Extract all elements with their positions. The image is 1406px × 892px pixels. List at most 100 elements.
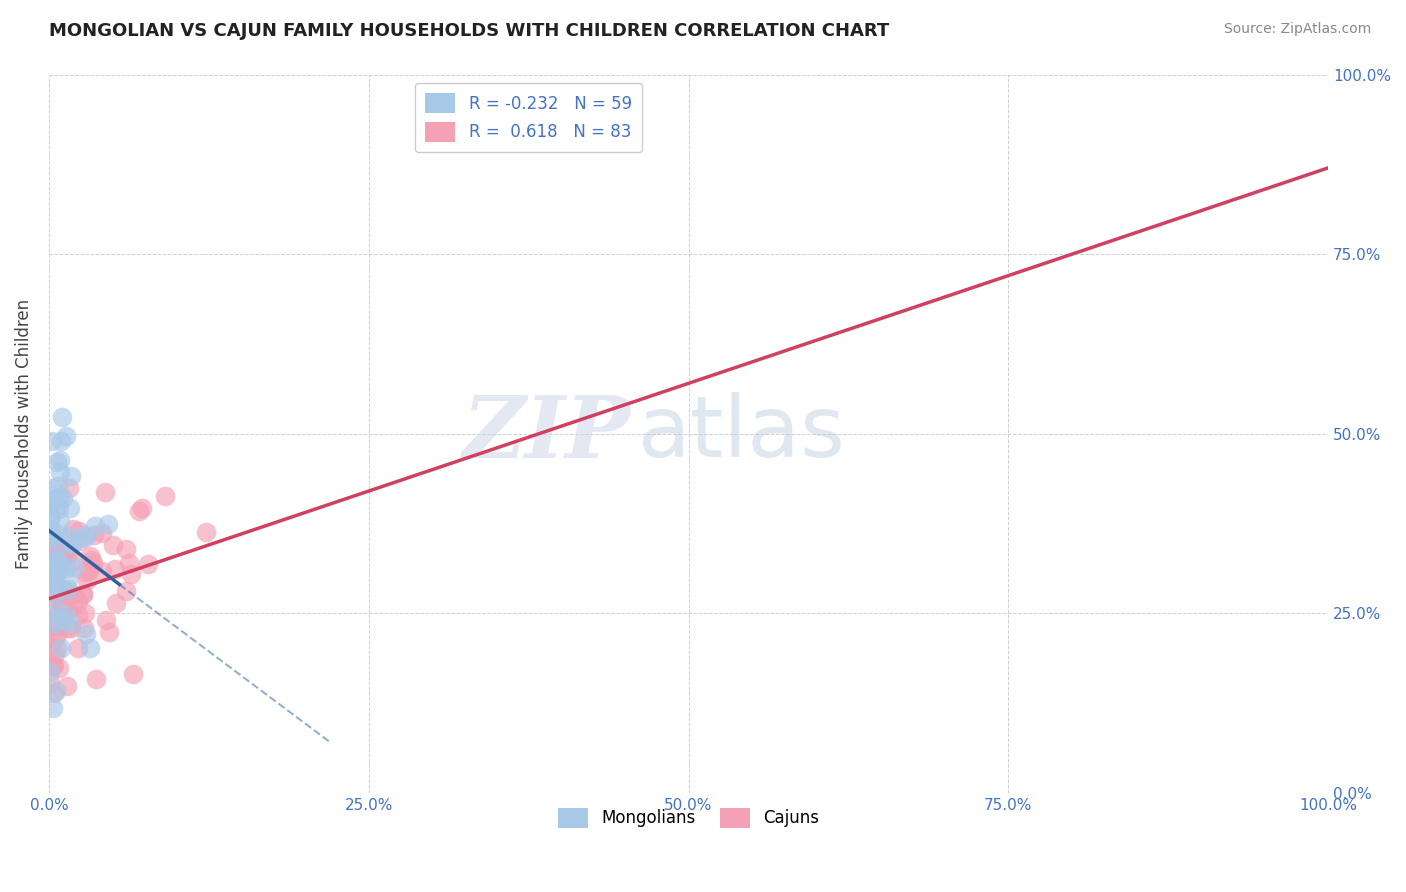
Point [84,672,107,686]
Point [52,553,75,567]
Point [41,550,63,565]
Point [63,588,86,602]
Point [51,409,73,424]
Point [59,615,82,630]
Point [48,554,70,568]
Point [55,607,77,622]
Point [39,676,62,690]
Point [60,622,83,636]
Text: ZIP: ZIP [463,392,631,475]
Point [44,631,66,645]
Point [39,576,62,591]
Point [39,551,62,566]
Point [55,429,77,443]
Text: MONGOLIAN VS CAJUN FAMILY HOUSEHOLDS WITH CHILDREN CORRELATION CHART: MONGOLIAN VS CAJUN FAMILY HOUSEHOLDS WIT… [49,22,890,40]
Point [79,641,101,656]
Point [52,585,75,599]
Point [72,587,94,601]
Point [39,615,62,629]
Point [53,596,76,610]
Point [138,558,160,572]
Point [51,550,73,565]
Text: Source: ZipAtlas.com: Source: ZipAtlas.com [1223,22,1371,37]
Point [55,594,77,608]
Y-axis label: Family Households with Children: Family Households with Children [15,299,32,568]
Point [77,564,100,578]
Point [48,595,70,609]
Point [80,553,103,567]
Point [45,565,67,579]
Point [104,596,127,610]
Point [41,601,63,615]
Point [39,500,62,514]
Point [39,586,62,600]
Point [48,452,70,467]
Point [83,528,105,542]
Point [45,602,67,616]
Point [46,553,69,567]
Point [56,572,79,586]
Point [60,537,83,551]
Point [131,501,153,516]
Point [45,577,67,591]
Point [67,524,90,539]
Point [44,611,66,625]
Point [56,584,79,599]
Point [44,561,66,575]
Point [53,550,76,565]
Point [48,539,70,553]
Point [45,492,67,507]
Point [51,603,73,617]
Point [97,625,120,640]
Point [104,562,127,576]
Point [48,537,70,551]
Point [42,617,65,632]
Point [48,527,70,541]
Point [46,499,69,513]
Point [39,522,62,536]
Point [58,530,80,544]
Point [48,491,70,505]
Point [49,515,72,529]
Point [48,581,70,595]
Point [73,565,96,579]
Point [96,517,118,532]
Point [46,560,69,574]
Legend: Mongolians, Cajuns: Mongolians, Cajuns [551,801,827,835]
Point [39,527,62,541]
Point [62,599,84,614]
Point [194,525,217,540]
Point [67,534,90,549]
Point [44,571,66,585]
Point [39,514,62,528]
Point [39,665,62,679]
Point [79,549,101,563]
Point [66,595,89,609]
Point [42,657,65,672]
Point [53,615,76,629]
Point [66,533,89,547]
Point [128,504,150,518]
Point [52,491,75,505]
Point [82,557,104,571]
Point [115,583,138,598]
Point [49,465,72,479]
Point [66,640,89,655]
Point [103,538,125,552]
Point [46,552,69,566]
Point [46,479,69,493]
Point [49,606,72,620]
Point [39,508,62,523]
Point [94,613,117,627]
Point [49,582,72,597]
Point [39,537,62,551]
Point [55,679,77,693]
Point [45,559,67,574]
Point [44,541,66,556]
Point [153,489,176,503]
Point [41,582,63,596]
Point [52,609,75,624]
Point [72,587,94,601]
Point [39,563,62,577]
Point [39,657,62,672]
